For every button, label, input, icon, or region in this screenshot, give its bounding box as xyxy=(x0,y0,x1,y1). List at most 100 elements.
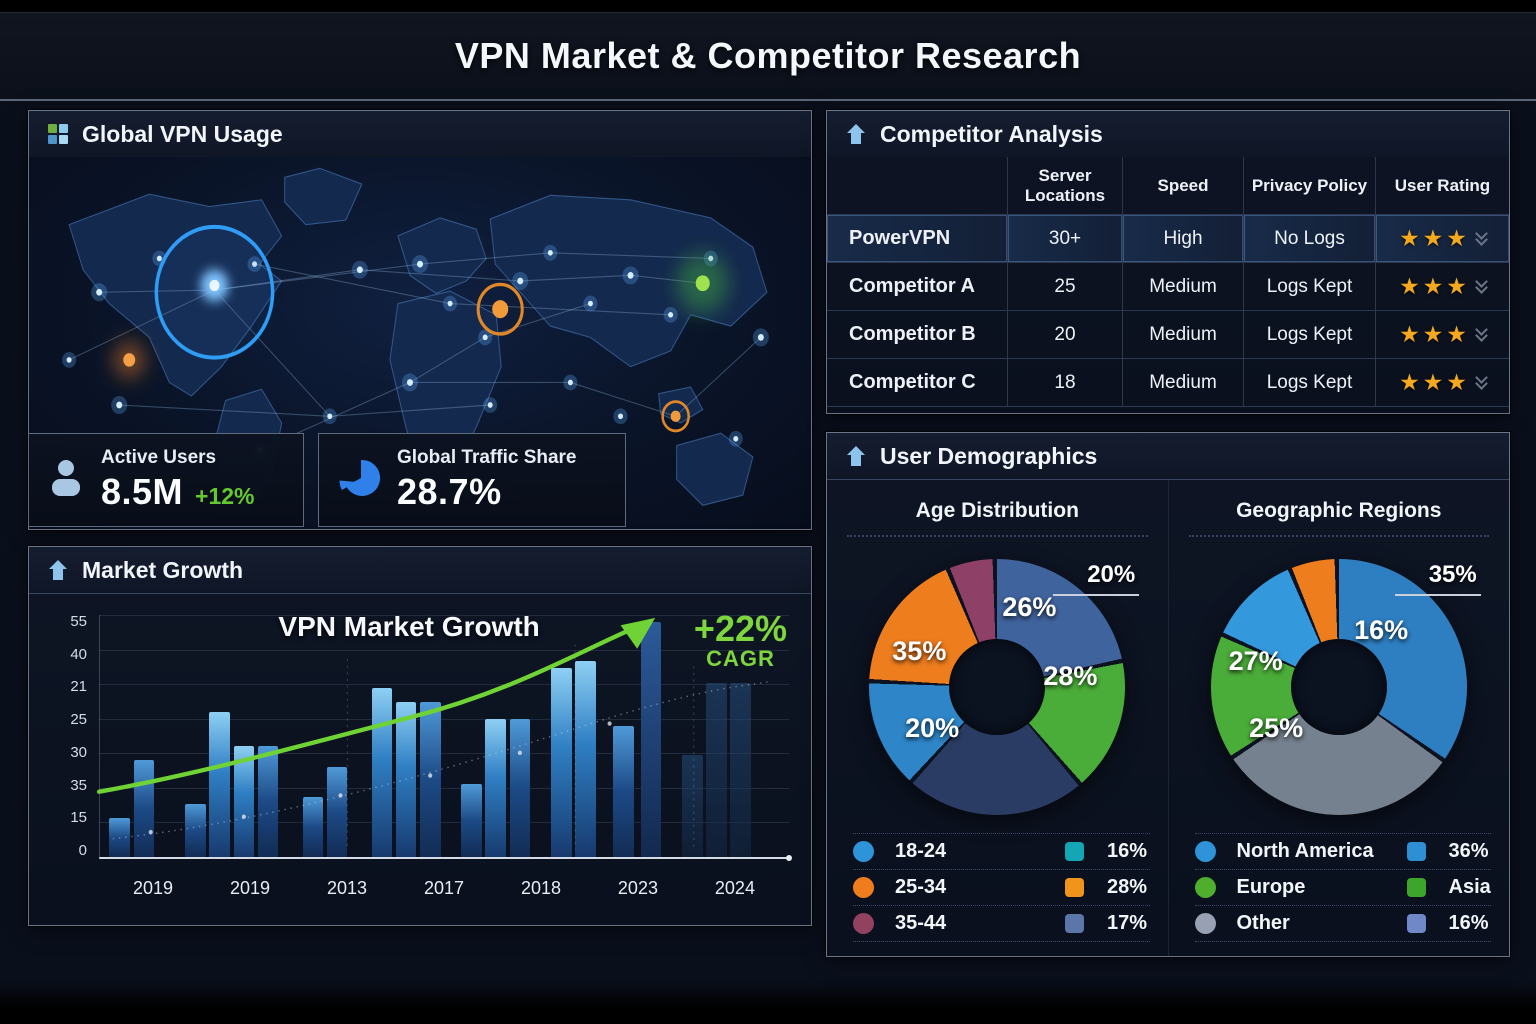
dotted-divider xyxy=(1188,535,1489,537)
grid-icon xyxy=(47,123,69,145)
privacy-policy-value: Logs Kept xyxy=(1244,263,1376,311)
market-growth-bar xyxy=(550,668,572,857)
y-tick: 30 xyxy=(70,743,87,761)
legend-value: 36% xyxy=(1448,840,1489,862)
privacy-policy-value: Logs Kept xyxy=(1244,311,1376,359)
legend-row: 25-34 28% xyxy=(853,869,1150,905)
dotted-divider xyxy=(847,535,1148,537)
vendor-name[interactable]: PowerVPN xyxy=(827,215,1008,263)
growth-icon xyxy=(47,559,69,581)
market-growth-bar xyxy=(575,660,596,857)
stat-label: Active Users xyxy=(101,447,217,468)
callout-label: 20% xyxy=(1053,561,1140,596)
legend-label: 35-44 xyxy=(895,912,947,934)
stat-label: Global Traffic Share xyxy=(397,447,577,468)
market-growth-bar xyxy=(209,711,231,857)
rating-expand-icon[interactable] xyxy=(1475,227,1488,246)
pie-icon xyxy=(337,456,381,505)
world-map xyxy=(29,157,811,529)
x-tick: 2018 xyxy=(520,878,561,898)
age-distribution-section: Age Distribution 26% 28% 20% 35% 20% 18-… xyxy=(827,479,1168,956)
rating-expand-icon[interactable] xyxy=(1475,323,1488,342)
panel-title: Global VPN Usage xyxy=(82,120,283,147)
panel-header: Market Growth xyxy=(29,547,811,594)
y-tick: 0 xyxy=(78,841,87,859)
vendor-name[interactable]: Competitor C xyxy=(827,359,1008,407)
slice-label: 20% xyxy=(905,712,960,743)
slice-label: 26% xyxy=(1002,592,1057,623)
server-locations-value: 30+ xyxy=(1008,215,1123,263)
competitor-analysis-panel: Competitor Analysis Server Locations Spe… xyxy=(826,110,1510,414)
growth-chart: 55 40 21 25 30 35 15 0 xyxy=(45,605,795,915)
market-growth-bar xyxy=(109,818,131,857)
y-axis-line xyxy=(99,615,100,857)
server-locations-value: 18 xyxy=(1008,359,1123,407)
vendor-name[interactable]: Competitor B xyxy=(827,311,1008,359)
legend-value: 16% xyxy=(1107,840,1148,862)
user-rating-cell: ★★★ xyxy=(1376,215,1509,263)
gridline xyxy=(99,753,789,755)
slice-label: 25% xyxy=(1249,712,1304,743)
chart-title: VPN Market Growth xyxy=(278,611,540,642)
user-rating-cell: ★★★ xyxy=(1376,263,1509,311)
y-tick: 15 xyxy=(70,809,87,827)
market-growth-bar xyxy=(395,702,417,857)
star-rating: ★★★ xyxy=(1399,225,1470,251)
gridline xyxy=(99,649,789,651)
section-subtitle: Age Distribution xyxy=(915,499,1079,522)
slice-label: 16% xyxy=(1354,615,1409,646)
x-tick: 2023 xyxy=(617,878,658,898)
global-vpn-usage-panel: Global VPN Usage xyxy=(28,110,812,530)
col-header-privacy-policy[interactable]: Privacy Policy xyxy=(1244,157,1376,215)
y-tick: 21 xyxy=(70,678,87,696)
legend-circle-swatch xyxy=(853,841,874,862)
donut-hole xyxy=(949,639,1046,735)
trend-lines xyxy=(96,617,772,850)
age-donut-chart: 26% 28% 20% 35% 20% xyxy=(869,559,1140,815)
market-growth-bar xyxy=(730,682,752,857)
stat-delta: +12% xyxy=(195,483,255,509)
legend-circle-swatch xyxy=(1194,913,1216,934)
y-tick: 25 xyxy=(70,711,87,729)
legend-circle-swatch xyxy=(1194,841,1216,862)
col-header-speed[interactable]: Speed xyxy=(1123,157,1244,215)
rating-expand-icon[interactable] xyxy=(1475,275,1488,294)
star-rating: ★★★ xyxy=(1399,369,1470,395)
legend-square-swatch xyxy=(1065,878,1084,897)
star-rating: ★★★ xyxy=(1399,321,1470,347)
legend-square-swatch xyxy=(1406,914,1426,933)
geo-legend: North America 36% Europe Asia Other xyxy=(1194,833,1491,942)
legend-row: 35-44 17% xyxy=(853,905,1150,942)
user-rating-cell: ★★★ xyxy=(1376,359,1509,407)
plot-area: VPN Market Growth +22% CAGR xyxy=(96,610,789,858)
server-locations-value: 25 xyxy=(1008,263,1123,311)
legend-square-swatch xyxy=(1406,842,1426,861)
gridline xyxy=(99,822,789,824)
market-growth-bar xyxy=(485,719,507,857)
vendor-name[interactable]: Competitor A xyxy=(827,263,1008,311)
legend-circle-swatch xyxy=(853,877,874,898)
gridline xyxy=(99,684,789,686)
x-axis-labels: 2019 2019 2013 2017 2018 2023 2024 xyxy=(99,878,789,899)
col-header-server-locations[interactable]: Server Locations xyxy=(1008,157,1123,215)
panel-header: Global VPN Usage xyxy=(29,111,811,158)
panel-header: Competitor Analysis xyxy=(827,111,1509,158)
legend-value: 28% xyxy=(1107,876,1148,898)
rating-expand-icon[interactable] xyxy=(1475,371,1488,390)
gridline xyxy=(99,787,789,789)
active-users-card: Active Users 8.5M +12% xyxy=(28,433,304,527)
legend-value: 17% xyxy=(1107,912,1148,934)
legend-value: 16% xyxy=(1448,912,1489,934)
stat-value: 8.5M xyxy=(101,471,184,512)
col-header-user-rating[interactable]: User Rating xyxy=(1376,157,1509,215)
x-tick: 2024 xyxy=(714,878,755,898)
gridline xyxy=(99,615,789,616)
cagr-label: CAGR xyxy=(706,645,775,671)
geo-donut-chart: 16% 27% 25% 35% xyxy=(1210,559,1481,815)
competitor-table: Server Locations Speed Privacy Policy Us… xyxy=(827,157,1509,413)
col-header-name[interactable] xyxy=(827,157,1008,215)
analysis-icon xyxy=(845,123,867,145)
legend-label: 18-24 xyxy=(895,840,947,862)
speed-value: Medium xyxy=(1123,359,1244,407)
legend-square-swatch xyxy=(1065,842,1084,861)
